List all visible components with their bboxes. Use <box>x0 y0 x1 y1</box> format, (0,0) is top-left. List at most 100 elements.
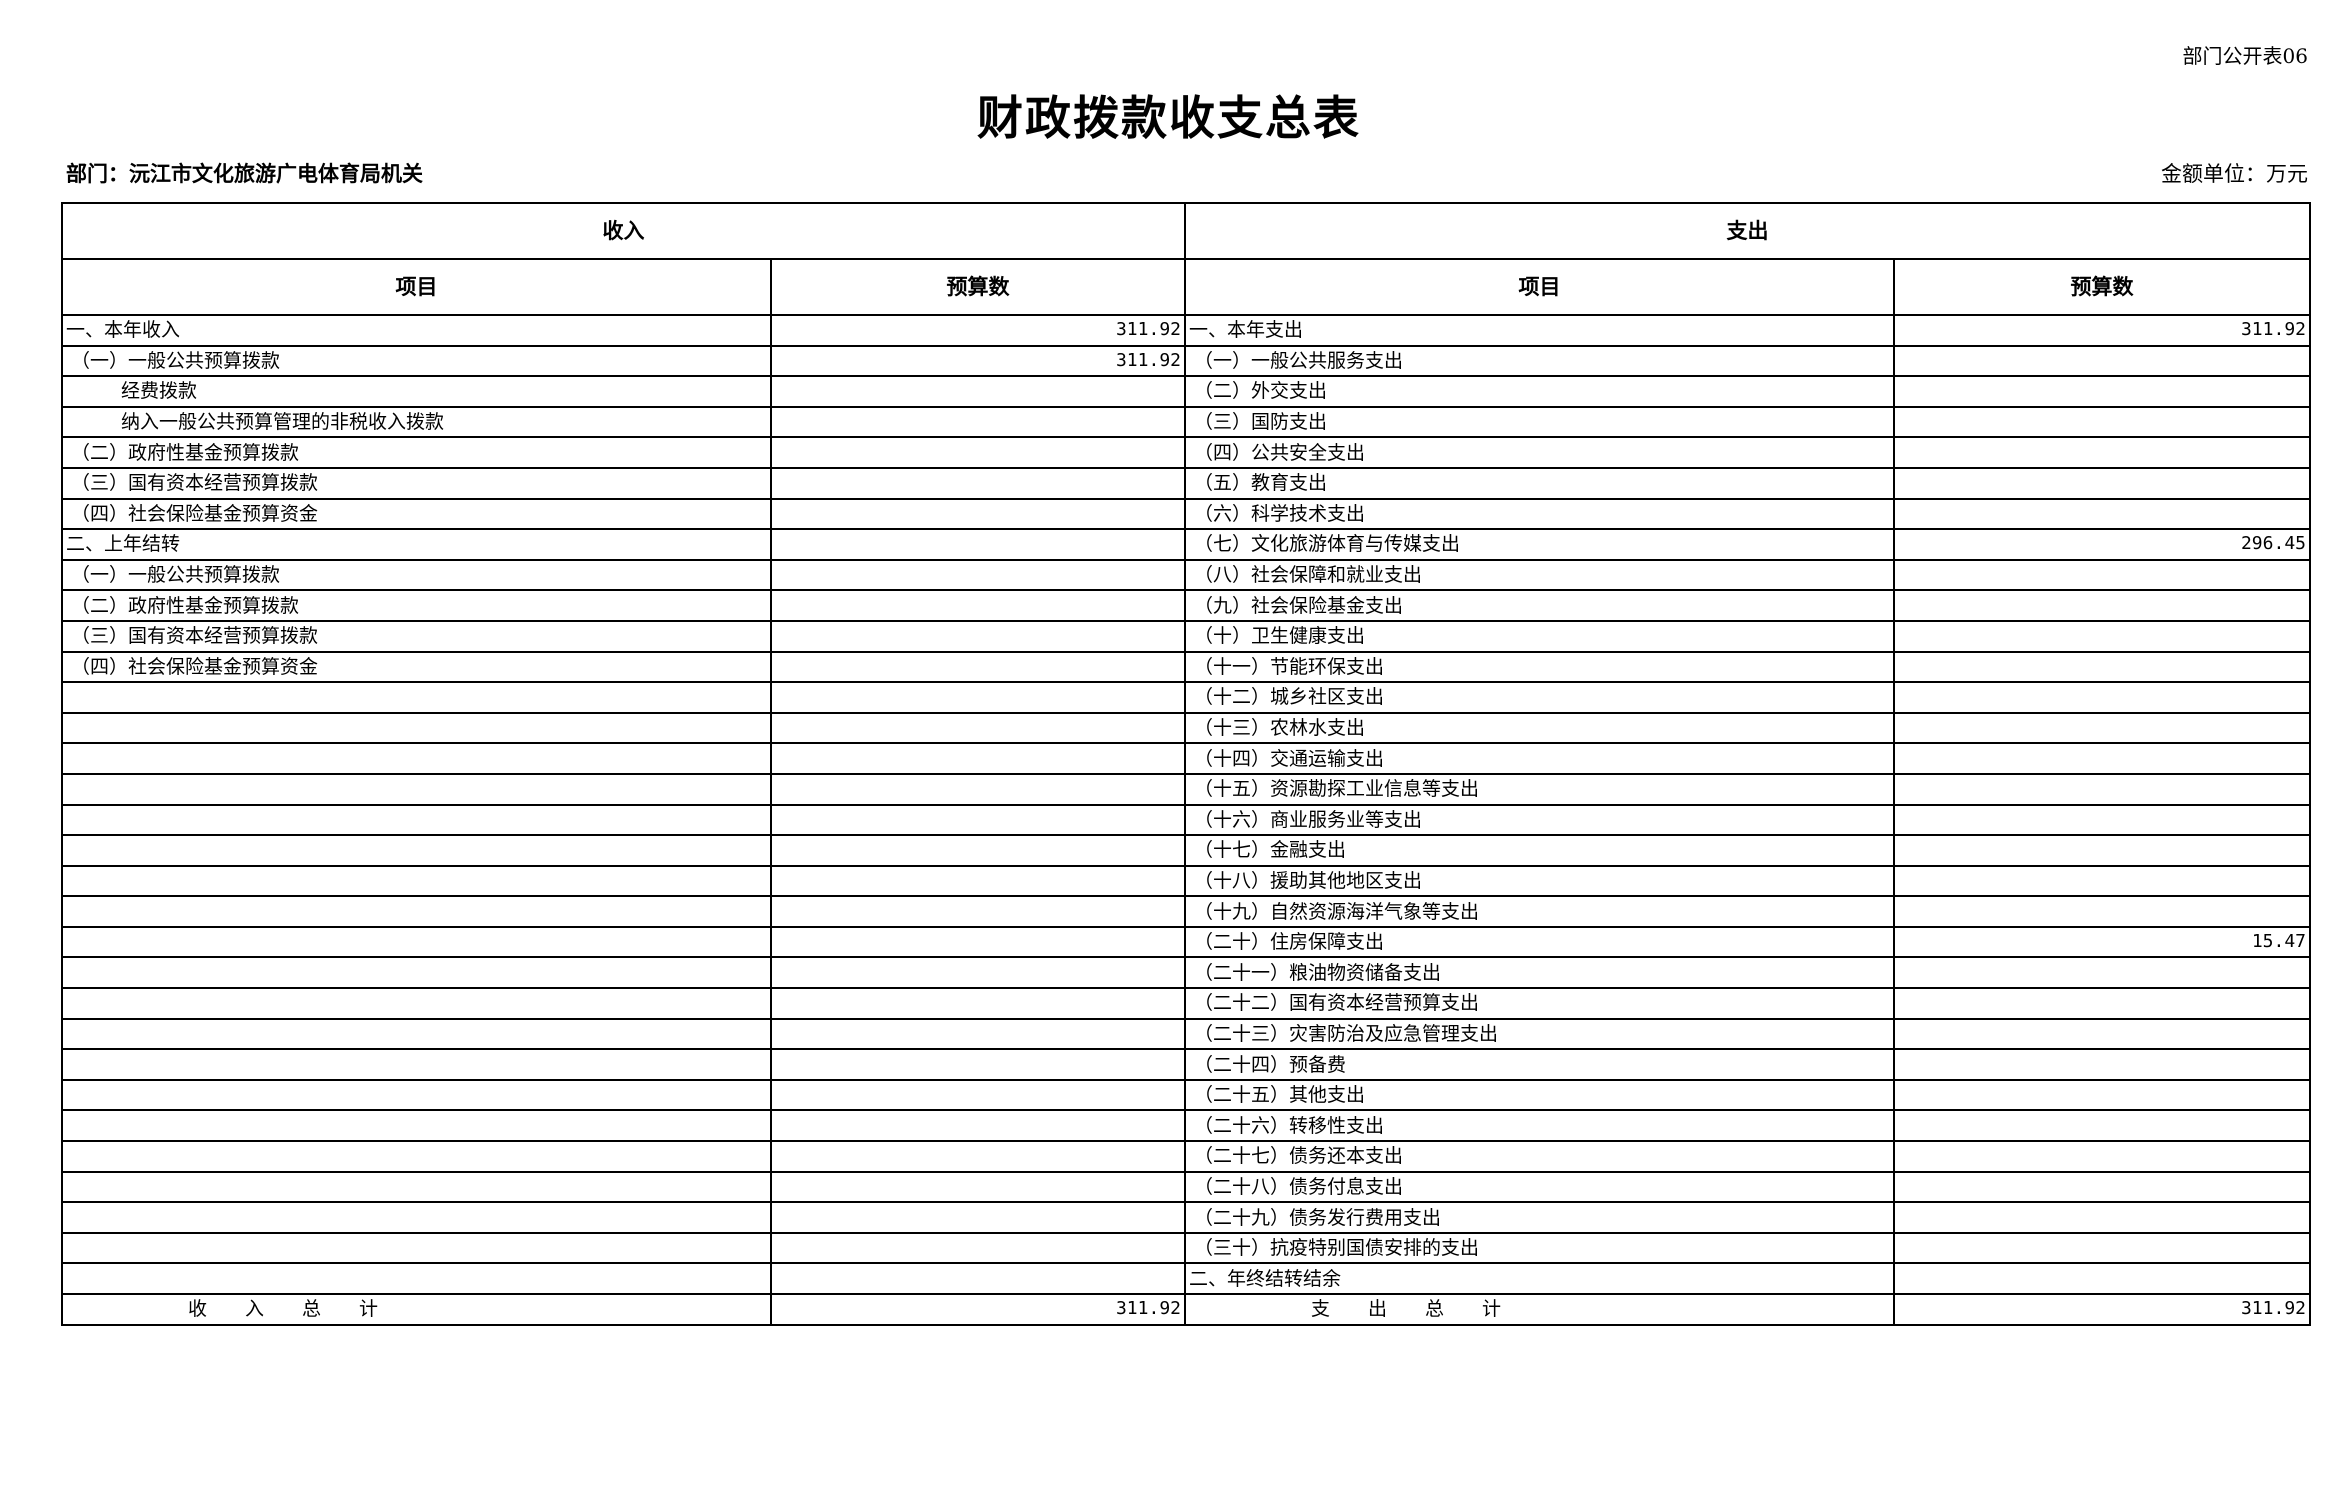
expense-item-cell: （十九）自然资源海洋气象等支出 <box>1184 895 1895 928</box>
expense-value-cell <box>1893 834 2311 867</box>
form-number: 部门公开表06 <box>2182 44 2308 68</box>
header-row: 收入 支出 <box>61 202 2311 260</box>
income-value-cell <box>770 497 1186 531</box>
income-value-cell <box>770 681 1186 714</box>
income-value-cell <box>770 1170 1186 1204</box>
income-value-cell <box>770 1048 1186 1081</box>
income-item-cell: 一、本年收入 <box>61 314 772 347</box>
expense-value-cell <box>1893 1048 2311 1081</box>
income-value-cell <box>770 1017 1186 1051</box>
income-item-cell: 经费拨款 <box>61 375 772 408</box>
budget-table: 收入 支出 项目 预算数 项目 预算数 一、本年收入 311.92 一、本年支出 31… <box>61 202 2311 1326</box>
expense-item-cell: （二十九）债务发行费用支出 <box>1184 1201 1895 1234</box>
table-row: （三十）抗疫特别国债安排的支出 <box>61 1231 2311 1265</box>
table-row: （十五）资源勘探工业信息等支出 <box>61 772 2311 806</box>
expense-item-cell: （二十四）预备费 <box>1184 1048 1895 1081</box>
income-header: 收入 <box>61 202 1186 260</box>
income-item-cell: （四）社会保险基金预算资金 <box>61 650 772 684</box>
expense-value-cell <box>1893 497 2311 531</box>
table-row: （二十六）转移性支出 <box>61 1109 2311 1143</box>
table-row: （二十二）国有资本经营预算支出 <box>61 987 2311 1020</box>
income-total-label: 收 入 总 计 <box>61 1293 772 1326</box>
income-item-cell <box>61 895 772 928</box>
income-item-cell: （四）社会保险基金预算资金 <box>61 497 772 531</box>
expense-value-cell <box>1893 1109 2311 1143</box>
expense-item-cell: （三）国防支出 <box>1184 405 1895 439</box>
expense-value-cell <box>1893 650 2311 684</box>
table-row: 经费拨款 （二）外交支出 <box>61 375 2311 408</box>
expense-value-cell <box>1893 466 2311 500</box>
income-item-cell: （三）国有资本经营预算拨款 <box>61 619 772 653</box>
expense-item-cell: （一）一般公共服务支出 <box>1184 344 1895 378</box>
expense-value-cell <box>1893 558 2311 592</box>
expense-item-cell: （二十五）其他支出 <box>1184 1078 1895 1112</box>
income-value-cell <box>770 466 1186 500</box>
page-title: 财政拨款收支总表 <box>977 91 1361 145</box>
income-value-cell <box>770 711 1186 745</box>
expense-value-cell: 15.47 <box>1893 925 2311 959</box>
expense-value-cell <box>1893 987 2311 1020</box>
income-value-cell <box>770 1201 1186 1234</box>
expense-item-cell: （八）社会保障和就业支出 <box>1184 558 1895 592</box>
table-row: （二）政府性基金预算拨款 （四）公共安全支出 <box>61 436 2311 469</box>
expense-value-cell <box>1893 803 2311 837</box>
expense-item-cell: （二十七）债务还本支出 <box>1184 1140 1895 1173</box>
income-item-cell <box>61 681 772 714</box>
expense-item-cell: （十一）节能环保支出 <box>1184 650 1895 684</box>
income-value-cell <box>770 1140 1186 1173</box>
expense-value-cell <box>1893 1078 2311 1112</box>
income-item-cell <box>61 772 772 806</box>
expense-header: 支出 <box>1184 202 2311 260</box>
table-row: （四）社会保险基金预算资金 （十一）节能环保支出 <box>61 650 2311 684</box>
income-item-cell: （一）一般公共预算拨款 <box>61 558 772 592</box>
expense-item-cell: （十二）城乡社区支出 <box>1184 681 1895 714</box>
table-row: （一）一般公共预算拨款 311.92 （一）一般公共服务支出 <box>61 344 2311 378</box>
table-row: 二、年终结转结余 <box>61 1262 2311 1295</box>
table-row: （十二）城乡社区支出 <box>61 681 2311 714</box>
income-item-cell <box>61 956 772 990</box>
table-row: 纳入一般公共预算管理的非税收入拨款 （三）国防支出 <box>61 405 2311 439</box>
income-item-cell: （二）政府性基金预算拨款 <box>61 589 772 622</box>
expense-item-cell: （十五）资源勘探工业信息等支出 <box>1184 772 1895 806</box>
expense-value-cell <box>1893 589 2311 622</box>
table-row: （二十七）债务还本支出 <box>61 1140 2311 1173</box>
department-label: 部门：沅江市文化旅游广电体育局机关 <box>66 161 423 186</box>
table-row: （二）政府性基金预算拨款 （九）社会保险基金支出 <box>61 589 2311 622</box>
expense-value-cell <box>1893 436 2311 469</box>
expense-value-cell: 311.92 <box>1893 314 2311 347</box>
income-value-cell <box>770 772 1186 806</box>
income-value-cell <box>770 619 1186 653</box>
income-value-cell <box>770 956 1186 990</box>
table-row: （二十四）预备费 <box>61 1048 2311 1081</box>
expense-total-label: 支 出 总 计 <box>1184 1293 1895 1326</box>
expense-item-cell: （二十）住房保障支出 <box>1184 925 1895 959</box>
expense-value-cell <box>1893 1017 2311 1051</box>
table-row: （三）国有资本经营预算拨款 （十）卫生健康支出 <box>61 619 2311 653</box>
income-item-cell: （一）一般公共预算拨款 <box>61 344 772 378</box>
expense-item-cell: （四）公共安全支出 <box>1184 436 1895 469</box>
table-row: （二十五）其他支出 <box>61 1078 2311 1112</box>
table-row: （四）社会保险基金预算资金 （六）科学技术支出 <box>61 497 2311 531</box>
expense-item-cell: （二）外交支出 <box>1184 375 1895 408</box>
expense-budget-header: 预算数 <box>1893 258 2311 316</box>
income-value-cell <box>770 895 1186 928</box>
income-item-cell <box>61 803 772 837</box>
income-item-cell <box>61 864 772 898</box>
subheader-row: 项目 预算数 项目 预算数 <box>61 258 2311 316</box>
income-item-cell <box>61 1078 772 1112</box>
expense-item-cell: （九）社会保险基金支出 <box>1184 589 1895 622</box>
income-value-cell <box>770 987 1186 1020</box>
income-item-cell: 二、上年结转 <box>61 528 772 561</box>
income-value-cell <box>770 436 1186 469</box>
table-row: （十七）金融支出 <box>61 834 2311 867</box>
expense-item-cell: （十三）农林水支出 <box>1184 711 1895 745</box>
expense-item-cell: （七）文化旅游体育与传媒支出 <box>1184 528 1895 561</box>
income-value-cell <box>770 528 1186 561</box>
income-item-cell <box>61 1201 772 1234</box>
expense-value-cell <box>1893 864 2311 898</box>
expense-value-cell <box>1893 1170 2311 1204</box>
expense-item-cell: （二十一）粮油物资储备支出 <box>1184 956 1895 990</box>
expense-value-cell <box>1893 742 2311 775</box>
income-value-cell <box>770 1231 1186 1265</box>
income-value-cell <box>770 1262 1186 1295</box>
